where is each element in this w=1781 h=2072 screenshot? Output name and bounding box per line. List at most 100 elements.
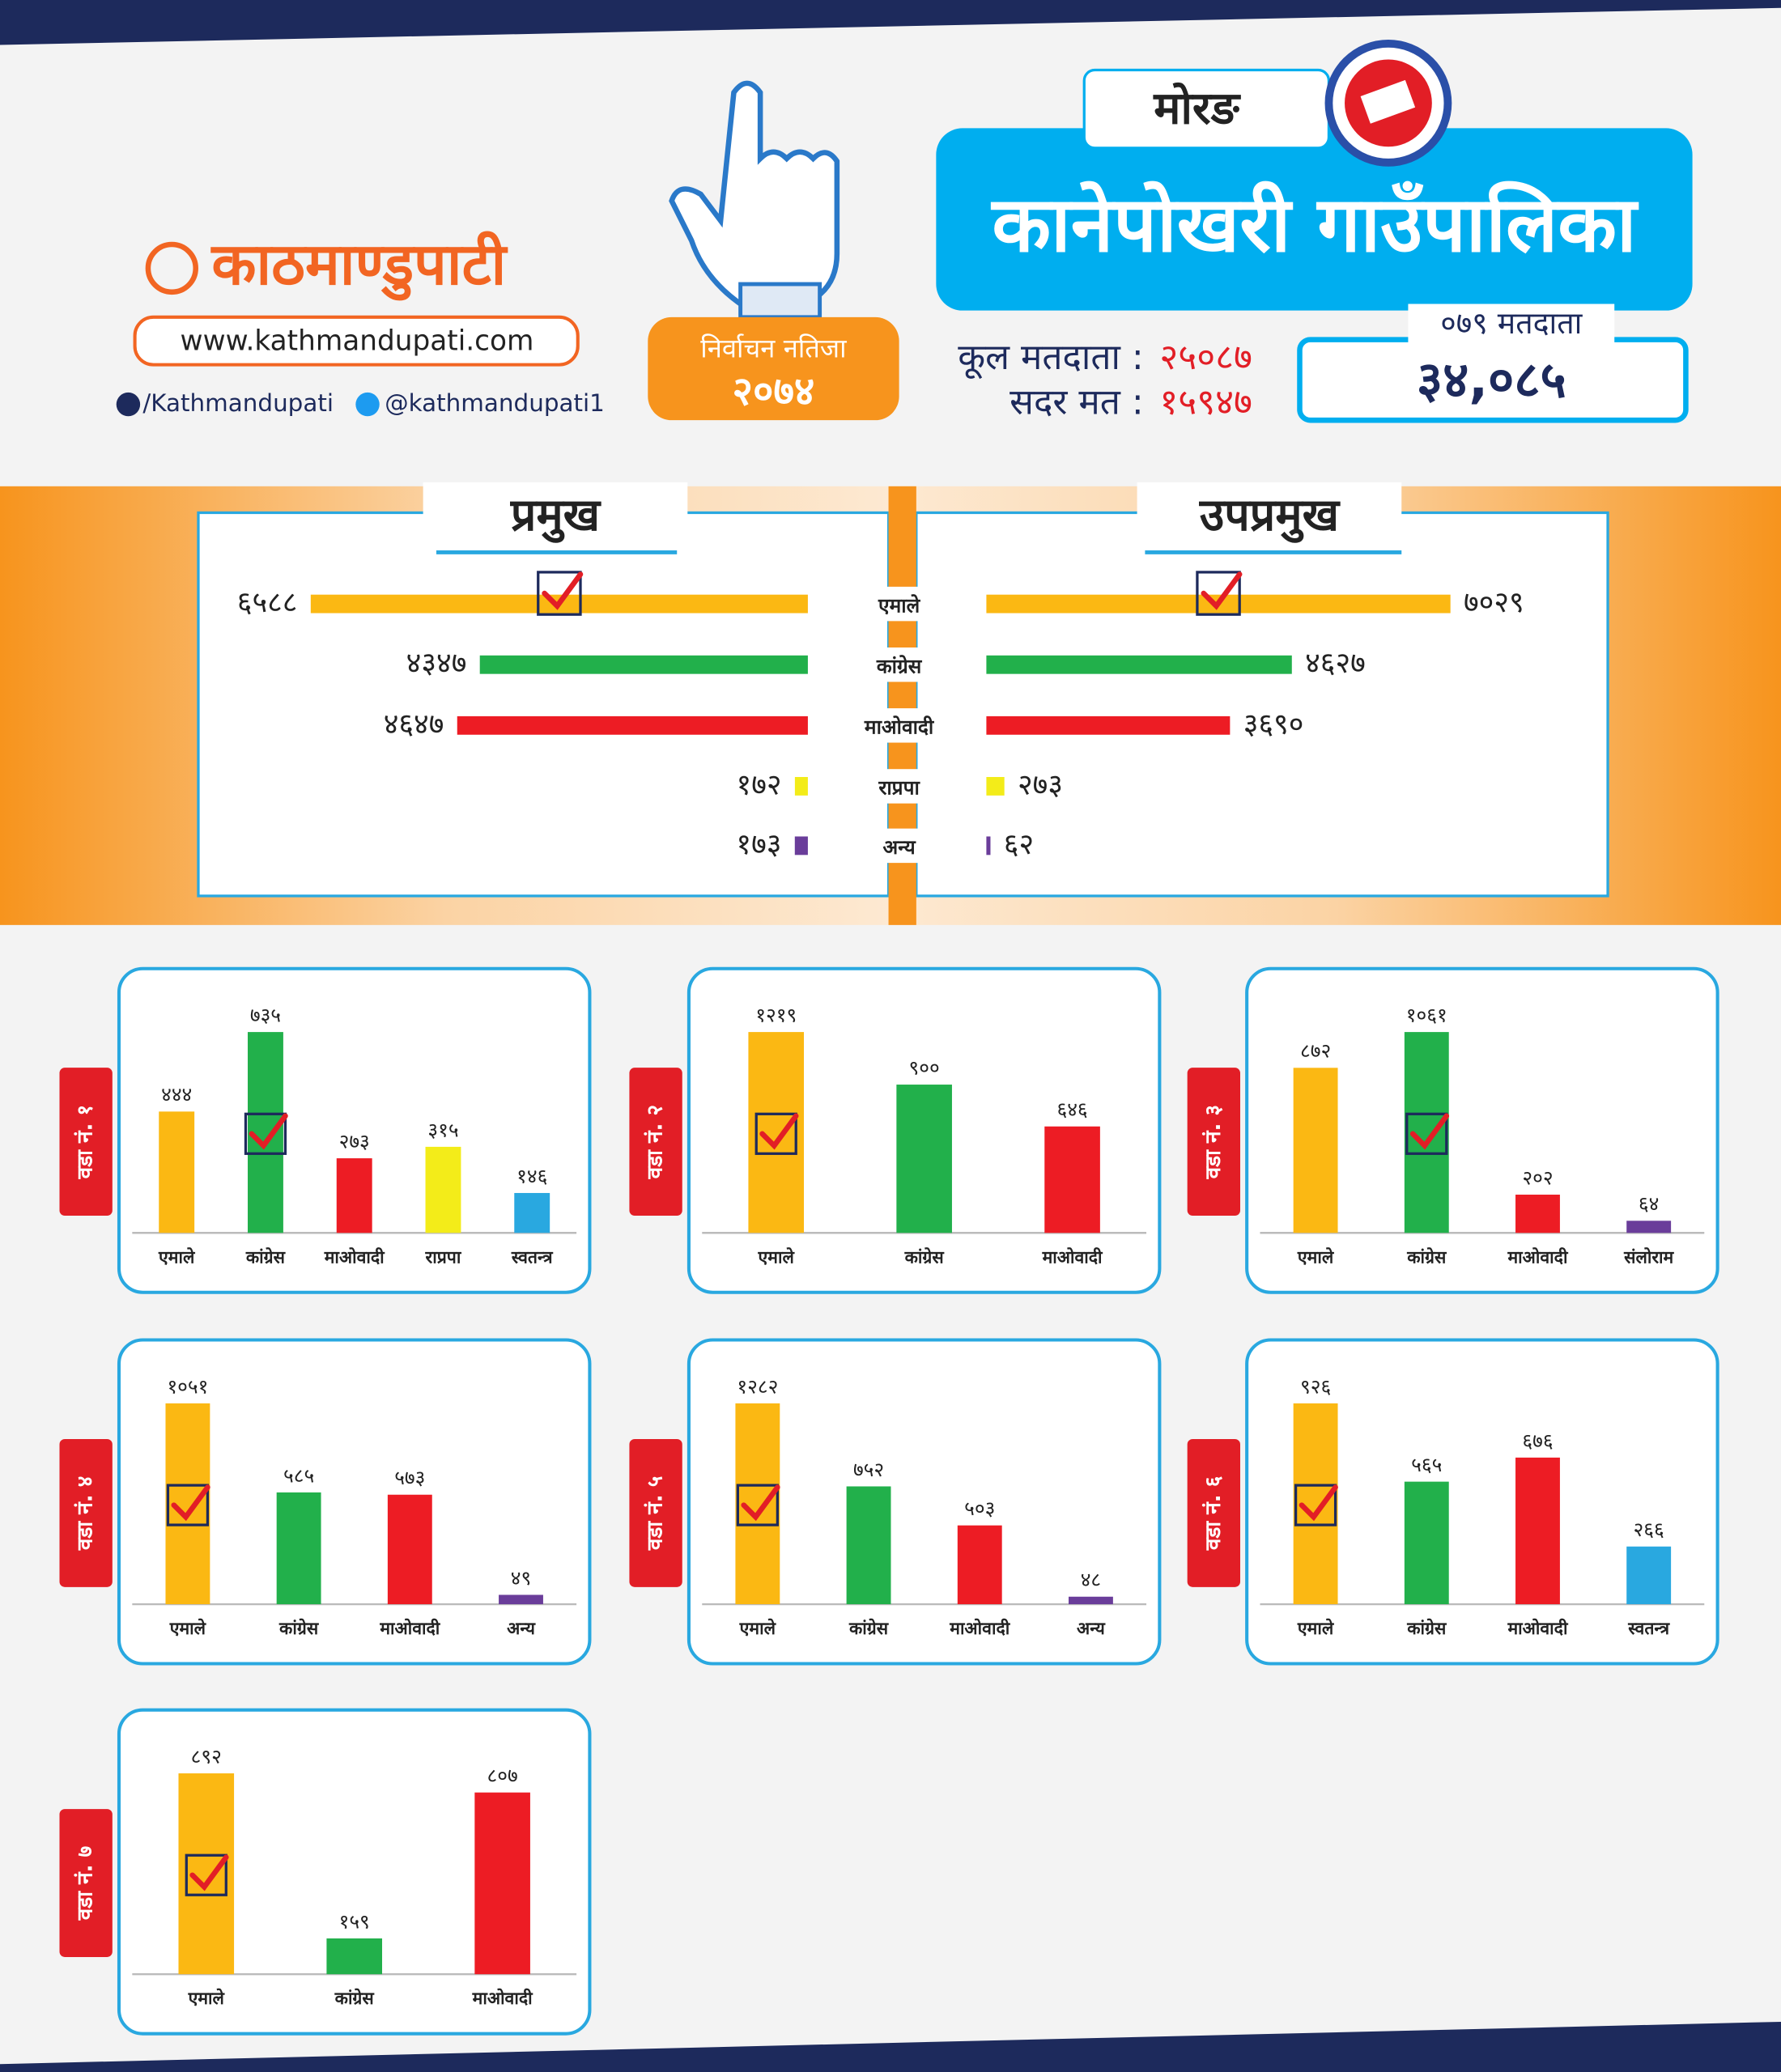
category-label: कांग्रेस — [334, 1988, 376, 2009]
winner-check — [741, 1484, 780, 1522]
value-label: ९०० — [909, 1055, 940, 1079]
value-label: ४४४ — [161, 1083, 192, 1106]
bar — [326, 1938, 383, 1975]
ward-title: वडा नं. १ — [74, 1105, 98, 1179]
ballot-paper — [1360, 79, 1416, 124]
ward-panel — [117, 966, 592, 1294]
winner-box — [1405, 1112, 1448, 1155]
ward-title: वडा नं. ७ — [74, 1846, 98, 1921]
district: मोरङ — [1153, 82, 1241, 134]
bar — [387, 1494, 432, 1605]
bar — [986, 715, 1231, 735]
bar — [1044, 1126, 1100, 1233]
value-label: ६२ — [1004, 828, 1034, 861]
value-label: ४३४७ — [406, 647, 467, 680]
hand-cuff — [738, 282, 822, 320]
value-label: ४६२७ — [1305, 647, 1366, 680]
ward-title: वडा नं. २ — [644, 1105, 668, 1179]
voters-079-label: ०७९ मतदाता — [1440, 305, 1583, 341]
bar — [159, 1111, 195, 1233]
winner-check — [1299, 1484, 1338, 1522]
winner-box — [1294, 1484, 1337, 1526]
bar — [479, 655, 808, 674]
bar — [276, 1492, 321, 1605]
bar — [896, 1085, 952, 1233]
category-box — [846, 769, 950, 804]
left-title-box — [423, 482, 688, 555]
ward-tab — [1187, 1438, 1240, 1587]
value-label: ९२६ — [1300, 1374, 1331, 1398]
winner-box — [185, 1853, 227, 1896]
value-label: ७३५ — [250, 1004, 281, 1027]
badge — [648, 316, 899, 421]
total-voters: २५०८७ — [1159, 337, 1252, 378]
bar — [1069, 1596, 1113, 1605]
right-title-box — [1137, 482, 1402, 555]
value-label: ४६४७ — [384, 707, 444, 741]
ward-tab — [629, 1068, 682, 1216]
value-label: ६४६ — [1056, 1098, 1087, 1121]
category-label: एमाले — [1297, 1246, 1335, 1267]
value-label: १०५१ — [167, 1374, 208, 1398]
bar — [794, 777, 808, 796]
bar — [986, 777, 1005, 796]
right-panel — [915, 511, 1609, 898]
twitter: @kathmandupati1 — [385, 389, 605, 417]
ward-panel — [1245, 1338, 1719, 1666]
value-label: १२१९ — [755, 1004, 797, 1027]
voters-tab — [1408, 304, 1615, 344]
category-label: माओवादी — [1042, 1246, 1103, 1267]
winner-box — [537, 571, 582, 616]
ward-panel — [686, 1338, 1162, 1666]
series-title: प्रमुख — [510, 489, 602, 543]
winner-check — [542, 571, 584, 610]
value-label: ६४ — [1639, 1192, 1659, 1216]
value-label: ७०२९ — [1464, 586, 1524, 619]
value-label: ३६९० — [1243, 707, 1304, 741]
category-label: स्वतन्त्र — [511, 1247, 554, 1267]
value-label: ४९ — [511, 1566, 531, 1590]
value-label: ८७२ — [1300, 1039, 1331, 1063]
category-label: कांग्रेस — [904, 1246, 946, 1267]
value-label: २७३ — [339, 1130, 370, 1153]
valid-votes-label: सदर मत : — [1010, 382, 1144, 423]
logo-icon — [145, 241, 198, 295]
bar — [986, 655, 1292, 674]
total-voters-label: कूल मतदाता : — [958, 337, 1144, 380]
ward-title: वडा नं. ५ — [644, 1476, 668, 1551]
brand-name: काठमाण्डुपाटी — [210, 230, 508, 301]
category-label: एमाले — [158, 1246, 196, 1267]
category-label: एमाले — [169, 1618, 207, 1639]
badge-title: निर्वाचन नतिजा — [700, 333, 847, 364]
category-label: राप्रपा — [425, 1247, 462, 1267]
bar — [514, 1192, 550, 1233]
value-label: २६६ — [1634, 1518, 1664, 1541]
bar — [794, 836, 808, 856]
value-label: १५९ — [339, 1909, 370, 1933]
value-label: ५८५ — [283, 1463, 314, 1487]
value-label: १४६ — [516, 1164, 547, 1187]
bar — [957, 1525, 1002, 1605]
winner-box — [244, 1112, 287, 1155]
category-label: कांग्रेस — [848, 1618, 890, 1639]
category-label: माओवादी — [1507, 1246, 1568, 1267]
category-box — [846, 828, 950, 864]
bar — [846, 1486, 891, 1605]
ward-tab — [59, 1809, 113, 1957]
ward-title: वडा नं. ३ — [1201, 1105, 1226, 1179]
value-label: ८०७ — [487, 1764, 518, 1787]
category-label: संलोराम — [1623, 1246, 1674, 1267]
twitter-icon — [355, 392, 380, 417]
category-box — [846, 648, 950, 682]
value-label: ५०३ — [964, 1497, 995, 1520]
value-label: १७२ — [737, 768, 782, 801]
ward-panel — [117, 1338, 592, 1666]
category-label: माओवादी — [472, 1988, 533, 2009]
category-label: एमाले — [188, 1988, 226, 2009]
category-label: कांग्रेस — [876, 654, 923, 677]
website-box — [133, 315, 580, 367]
bar — [1626, 1546, 1672, 1605]
winner-box — [166, 1484, 210, 1526]
